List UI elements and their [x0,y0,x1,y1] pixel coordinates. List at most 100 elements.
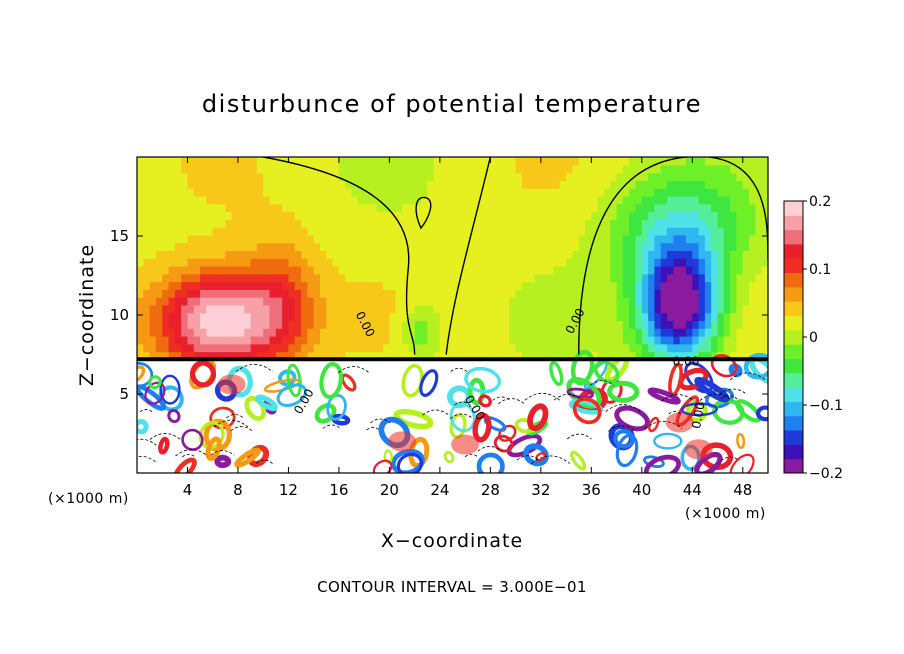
heatmap-cell [420,250,428,259]
heatmap-cell [616,219,624,228]
heatmap-cell [364,343,372,353]
heatmap-cell [673,211,681,220]
eddy-swirl [319,362,343,400]
heatmap-cell [559,273,567,283]
heatmap-cell [231,328,239,337]
heatmap-cell [269,281,277,290]
heatmap-cell [181,343,189,353]
heatmap-cell [446,219,454,228]
heatmap-cell [370,297,378,306]
heatmap-cell [219,211,227,220]
heatmap-cell [269,304,277,314]
heatmap-cell [749,273,757,283]
eddy-swirl [167,408,181,424]
heatmap-cell [723,281,731,290]
heatmap-cell [168,219,176,228]
heatmap-cell [389,227,397,236]
heatmap-cell [326,343,334,353]
heatmap-cell [559,188,567,197]
eddy-swirl [159,374,181,405]
heatmap-cell [622,234,630,244]
heatmap-cell [143,343,151,353]
heatmap-cell [660,335,668,345]
heatmap-cell [345,188,353,197]
heatmap-cell [502,227,510,236]
heatmap-cell [237,258,245,267]
heatmap-cell [540,180,548,189]
heatmap-cell [433,211,441,220]
heatmap-cell [484,320,492,329]
heatmap-cell [427,195,435,205]
heatmap-cell [597,250,605,259]
negative-contour [668,411,682,415]
heatmap-cell [301,343,309,353]
heatmap-cell [244,203,252,213]
heatmap-cell [389,265,397,275]
heatmap-cell [641,320,649,329]
heatmap-cell [155,351,163,360]
heatmap-cell [452,343,460,353]
heatmap-cell [433,289,441,298]
heatmap-cell [723,250,731,259]
heatmap-cell [162,273,170,283]
heatmap-cell [591,227,599,236]
heatmap-cell [749,242,757,252]
heatmap-cell [187,180,195,189]
heatmap-cell [307,335,315,345]
heatmap-cell [439,180,447,189]
heatmap-cell [723,328,731,337]
heatmap-cell [433,242,441,252]
heatmap-cell [187,250,195,259]
heatmap-cell [717,203,725,213]
heatmap-cell [603,195,611,205]
heatmap-cell [572,312,580,322]
heatmap-cell [521,250,529,259]
heatmap-cell [660,273,668,283]
heatmap-cell [219,320,227,329]
heatmap-cell [282,258,290,267]
heatmap-cell [155,234,163,244]
heatmap-cell [250,320,258,329]
heatmap-cell [326,289,334,298]
heatmap-cell [200,312,208,322]
heatmap-cell [585,297,593,306]
heatmap-cell [749,211,757,220]
heatmap-cell [534,258,542,267]
heatmap-cell [509,328,517,337]
heatmap-cell [736,265,744,275]
heatmap-cell [307,180,315,189]
heatmap-cell [149,343,157,353]
heatmap-cell [364,304,372,314]
heatmap-cell [654,157,662,166]
heatmap-cell [578,157,586,166]
heatmap-cell [319,258,327,267]
heatmap-cell [585,234,593,244]
heatmap-cell [502,157,510,166]
heatmap-cell [212,211,220,220]
heatmap-cell [181,312,189,322]
heatmap-cell [660,188,668,197]
heatmap-cell [244,227,252,236]
heatmap-cell [717,343,725,353]
heatmap-cell [641,195,649,205]
heatmap-cell [155,172,163,182]
heatmap-cell [275,297,283,306]
heatmap-cell [155,211,163,220]
heatmap-cell [332,242,340,252]
heatmap-cell [742,227,750,236]
heatmap-cell [465,273,473,283]
heatmap-cell [648,195,656,205]
heatmap-cell [420,195,428,205]
heatmap-cell [395,281,403,290]
heatmap-cell [319,273,327,283]
heatmap-cell [597,320,605,329]
heatmap-cell [591,320,599,329]
heatmap-cell [408,351,416,360]
heatmap-cell [288,195,296,205]
heatmap-cell [736,343,744,353]
heatmap-cell [370,328,378,337]
heatmap-cell [578,351,586,360]
heatmap-cell [477,157,485,166]
heatmap-cell [219,281,227,290]
heatmap-cell [591,335,599,345]
